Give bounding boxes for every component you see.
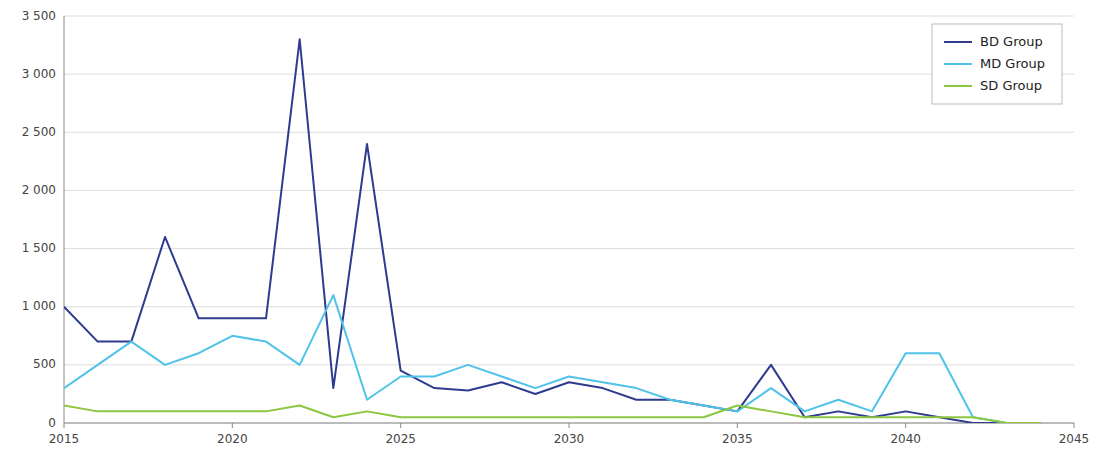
x-tick — [64, 423, 65, 428]
grid-line — [64, 74, 1074, 75]
grid-line — [64, 364, 1074, 365]
x-tick-label: 2035 — [722, 432, 753, 446]
grid-line — [64, 248, 1074, 249]
grid — [64, 16, 1074, 423]
x-tick-label: 2020 — [217, 432, 248, 446]
legend: BD Group MD Group SD Group — [932, 24, 1062, 104]
grid-line — [64, 16, 1074, 17]
series-line — [64, 406, 1040, 423]
x-tick — [232, 423, 233, 428]
x-tick-label: 2015 — [49, 432, 80, 446]
legend-label: BD Group — [980, 34, 1043, 49]
y-tick-label: 3 000 — [22, 67, 56, 81]
legend-swatch — [944, 41, 972, 43]
x-tick — [569, 423, 570, 428]
y-axis-line — [64, 16, 65, 423]
x-tick-label: 2030 — [554, 432, 585, 446]
legend-box — [932, 24, 1062, 104]
chart-svg: 05001 0001 5002 0002 5003 0003 500201520… — [0, 0, 1098, 459]
y-tick-label: 2 500 — [22, 125, 56, 139]
grid-line — [64, 132, 1074, 133]
series-line — [64, 39, 1040, 423]
legend-label: MD Group — [980, 56, 1045, 71]
x-tick — [1074, 423, 1075, 428]
x-tick-label: 2045 — [1059, 432, 1090, 446]
x-axis: 2015 2020 2025 2030 2035 2040 2045 — [49, 423, 1090, 446]
y-tick-label: 1 500 — [22, 241, 56, 255]
legend-swatch — [944, 63, 972, 65]
chart-container: 05001 0001 5002 0002 5003 0003 500201520… — [0, 0, 1098, 459]
legend-label: SD Group — [980, 78, 1042, 93]
y-tick-label: 1 000 — [22, 299, 56, 313]
y-tick-label: 0 — [48, 416, 56, 430]
legend-swatch — [944, 85, 972, 87]
x-tick — [400, 423, 401, 428]
y-axis: 0 500 1 000 1 500 2 000 2 500 3 000 3 500 — [22, 9, 64, 430]
x-tick-label: 2025 — [385, 432, 416, 446]
y-tick-label: 3 500 — [22, 9, 56, 23]
x-tick-label: 2040 — [890, 432, 921, 446]
x-tick — [905, 423, 906, 428]
y-tick-label: 2 000 — [22, 183, 56, 197]
series-lines — [64, 39, 1040, 423]
y-tick-label: 500 — [33, 357, 56, 371]
x-tick — [737, 423, 738, 428]
grid-line — [64, 306, 1074, 307]
series-line — [64, 295, 1040, 423]
grid-line — [64, 190, 1074, 191]
